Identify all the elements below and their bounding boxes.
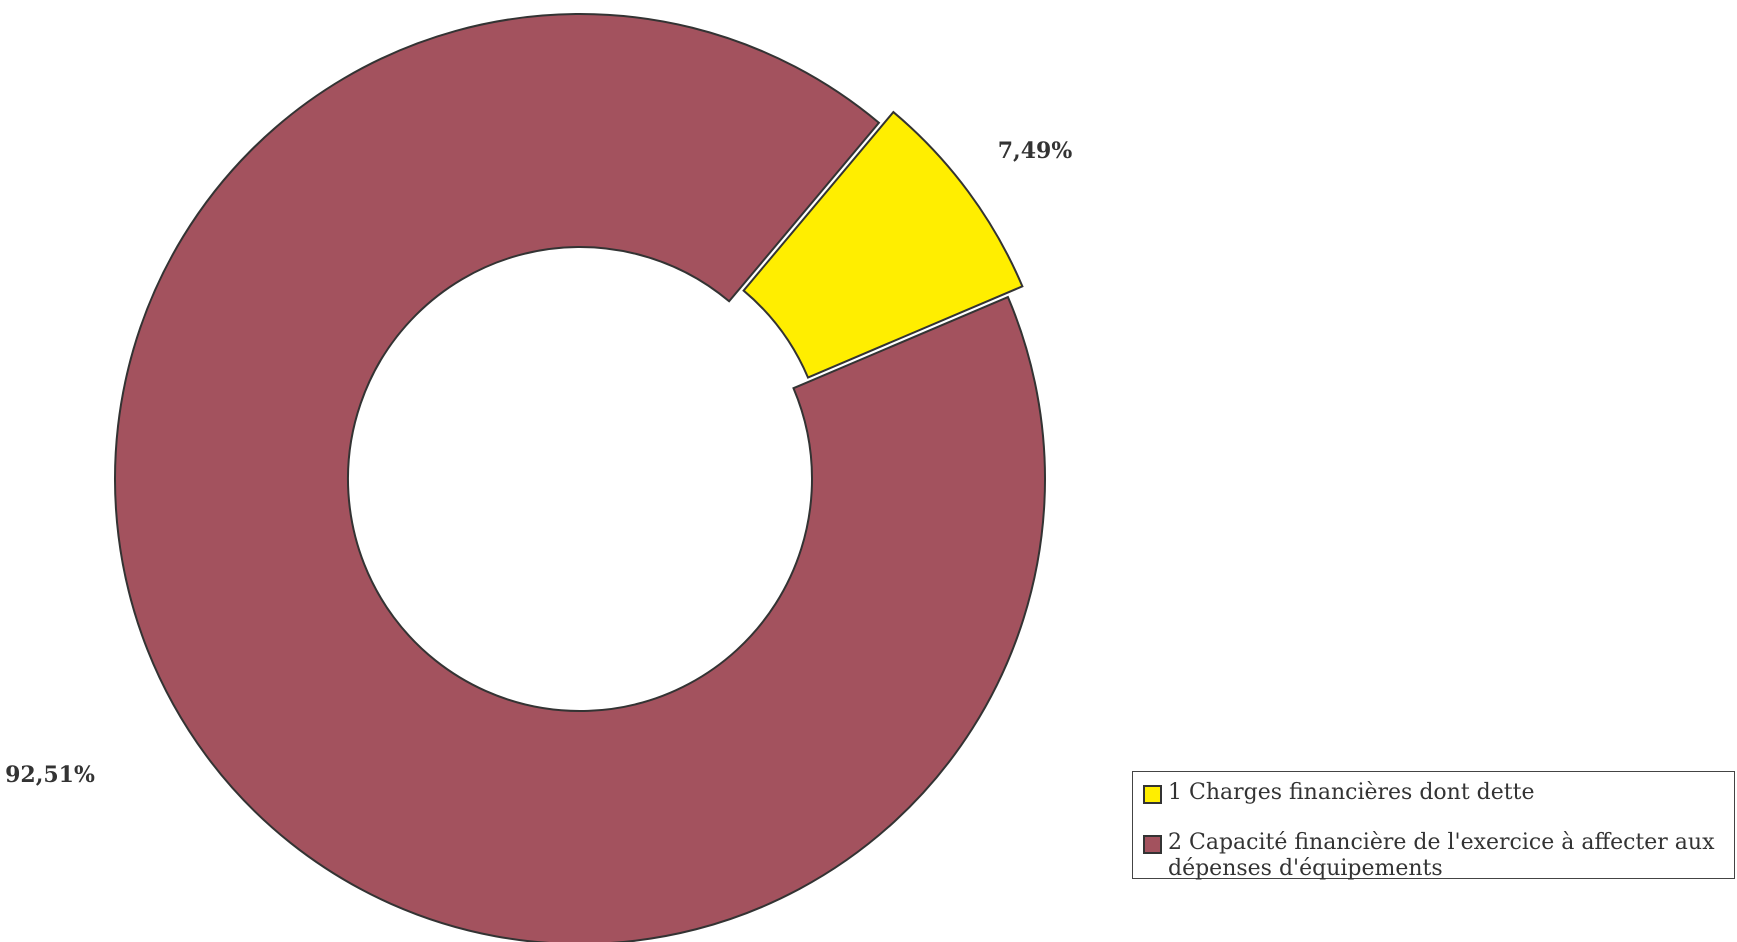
legend: 1 Charges financières dont dette 2 Capac… [1132,771,1737,882]
slice-label-charges-financieres: 7,49% [998,138,1073,164]
slice-label-capacite-financiere: 92,51% [5,762,95,788]
donut-slice-charges-financieres [742,110,1024,379]
legend-label: 1 Charges financières dont dette [1168,780,1535,805]
legend-item-charges-financieres: 1 Charges financières dont dette [1143,780,1737,806]
legend-swatch-yellow [1143,785,1162,804]
legend-swatch-maroon [1143,835,1162,854]
legend-label: 2 Capacité financière de l'exercice à af… [1168,830,1715,881]
donut-chart: 7,49% 92,51% [5,13,1073,942]
donut-slice-capacite-financiere [114,13,1046,942]
slices-group [114,13,1046,942]
legend-item-capacite-financiere: 2 Capacité financière de l'exercice à af… [1143,830,1737,882]
